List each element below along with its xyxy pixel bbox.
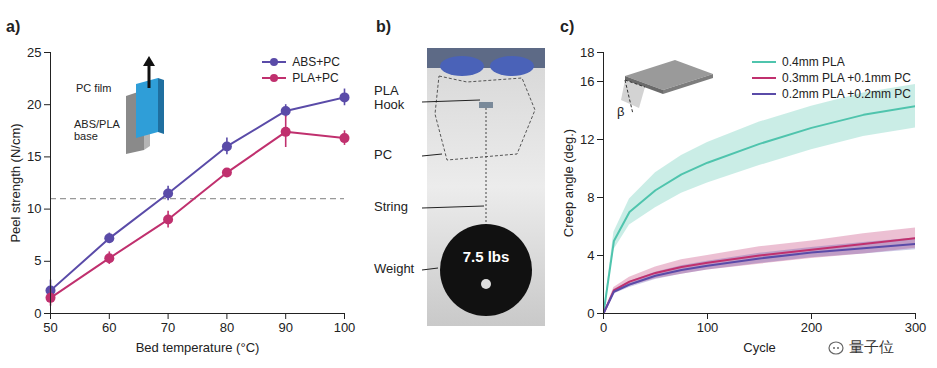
svg-text:Creep angle (deg.): Creep angle (deg.) <box>561 129 576 237</box>
html-text:PC: PC <box>374 147 393 162</box>
svg-text:7.5 lbs: 7.5 lbs <box>463 248 510 265</box>
svg-text:20: 20 <box>27 97 41 112</box>
svg-text:β: β <box>617 104 624 119</box>
html-text:PLA+PC: PLA+PC <box>292 71 339 85</box>
svg-text:50: 50 <box>43 320 57 335</box>
html-text:量子位: 量子位 <box>849 338 894 355</box>
html-text:b): b) <box>376 18 392 35</box>
svg-text:4: 4 <box>587 248 594 263</box>
html-text:PC film: PC film <box>76 82 112 94</box>
svg-text:90: 90 <box>278 320 292 335</box>
svg-text:200: 200 <box>801 320 823 335</box>
svg-text:70: 70 <box>161 320 175 335</box>
svg-text:100: 100 <box>697 320 719 335</box>
html-text:ABS+PC: ABS+PC <box>292 55 340 69</box>
svg-text:15: 15 <box>27 149 41 164</box>
svg-text:Peel strength (N/cm): Peel strength (N/cm) <box>8 123 23 242</box>
html-text:PLA Hook: PLA Hook <box>374 83 405 112</box>
html-text:ABS/PLA base: ABS/PLA base <box>74 118 120 142</box>
svg-text:Bed temperature (°C): Bed temperature (°C) <box>136 340 260 355</box>
svg-text:100: 100 <box>334 320 356 335</box>
html-text:String: String <box>374 199 408 214</box>
html-text:Weight: Weight <box>374 261 415 276</box>
svg-text:16: 16 <box>580 74 594 89</box>
svg-text:80: 80 <box>220 320 234 335</box>
svg-text:12: 12 <box>580 132 594 147</box>
html-text:0.3mm PLA +0.1mm PC: 0.3mm PLA +0.1mm PC <box>782 71 911 85</box>
svg-text:25: 25 <box>27 45 41 60</box>
html-text:0.4mm PLA: 0.4mm PLA <box>782 55 845 69</box>
svg-text:0: 0 <box>600 320 607 335</box>
svg-text:0: 0 <box>34 306 41 321</box>
svg-text:Cycle: Cycle <box>743 340 776 355</box>
html-text:a): a) <box>6 18 21 35</box>
svg-text:10: 10 <box>27 201 41 216</box>
svg-text:18: 18 <box>580 45 594 60</box>
svg-text:0: 0 <box>587 306 594 321</box>
html-text:0.2mm PLA +0.2mm PC: 0.2mm PLA +0.2mm PC <box>782 87 911 101</box>
svg-text:5: 5 <box>34 253 41 268</box>
svg-text:300: 300 <box>905 320 927 335</box>
html-text:c): c) <box>560 18 575 35</box>
svg-text:60: 60 <box>102 320 116 335</box>
svg-text:8: 8 <box>587 190 594 205</box>
